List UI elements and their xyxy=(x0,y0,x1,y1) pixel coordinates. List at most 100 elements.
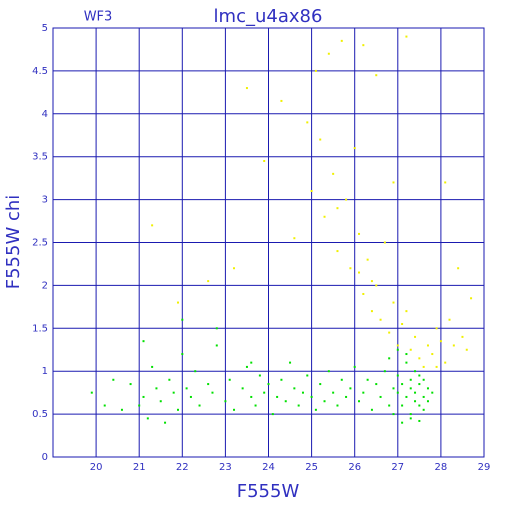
point xyxy=(254,404,257,407)
point xyxy=(401,421,404,424)
point xyxy=(414,370,417,373)
y-tick-label: 5 xyxy=(42,23,48,34)
point xyxy=(392,181,395,184)
point xyxy=(409,413,412,416)
point xyxy=(340,39,343,42)
point xyxy=(332,172,335,175)
point xyxy=(379,395,382,398)
point xyxy=(176,301,179,304)
point xyxy=(388,357,391,360)
point xyxy=(362,391,365,394)
point xyxy=(396,348,399,351)
point xyxy=(138,404,141,407)
point xyxy=(405,353,408,356)
point xyxy=(375,74,378,77)
point xyxy=(194,370,197,373)
point xyxy=(185,387,188,390)
point xyxy=(176,408,179,411)
point xyxy=(293,237,296,240)
point xyxy=(457,267,460,270)
point xyxy=(168,378,171,381)
y-tick-label: 3 xyxy=(42,195,48,206)
point xyxy=(405,395,408,398)
point xyxy=(435,365,438,368)
point xyxy=(401,404,404,407)
point xyxy=(207,383,210,386)
point xyxy=(388,331,391,334)
point xyxy=(314,69,317,72)
point xyxy=(245,365,248,368)
chart-title: lmc_u4ax86 xyxy=(214,6,323,27)
point xyxy=(366,258,369,261)
point xyxy=(129,383,132,386)
point xyxy=(383,241,386,244)
point xyxy=(340,378,343,381)
point xyxy=(250,361,253,364)
point xyxy=(452,344,455,347)
point xyxy=(267,383,270,386)
point xyxy=(276,395,279,398)
point xyxy=(353,147,356,150)
point xyxy=(470,297,473,300)
y-tick-label: 1 xyxy=(42,366,48,377)
point xyxy=(336,250,339,253)
point xyxy=(327,370,330,373)
point xyxy=(181,353,184,356)
point xyxy=(332,391,335,394)
point xyxy=(358,271,361,274)
point xyxy=(314,408,317,411)
point xyxy=(151,224,154,227)
point xyxy=(405,35,408,38)
point xyxy=(297,404,300,407)
x-tick-label: 27 xyxy=(391,462,404,473)
y-tick-label: 1.5 xyxy=(32,323,48,334)
point xyxy=(435,327,438,330)
point xyxy=(120,408,123,411)
point xyxy=(211,391,214,394)
point xyxy=(370,310,373,313)
point xyxy=(263,159,266,162)
point xyxy=(375,284,378,287)
point xyxy=(418,357,421,360)
point xyxy=(409,387,412,390)
point xyxy=(250,395,253,398)
point xyxy=(414,335,417,338)
point xyxy=(142,395,145,398)
point xyxy=(146,417,149,420)
point xyxy=(336,207,339,210)
chart-subtitle: WF3 xyxy=(84,10,113,25)
y-tick-label: 4.5 xyxy=(32,66,48,77)
point xyxy=(422,395,425,398)
point xyxy=(431,391,434,394)
point xyxy=(245,87,248,90)
x-tick-label: 23 xyxy=(219,462,232,473)
point xyxy=(155,387,158,390)
y-axis-label: F555W chi xyxy=(3,195,24,290)
point xyxy=(112,378,115,381)
point xyxy=(164,421,167,424)
y-tick-label: 2.5 xyxy=(32,238,48,249)
y-tick-label: 0.5 xyxy=(32,409,48,420)
point xyxy=(306,121,309,124)
x-axis-label: F555W xyxy=(237,481,300,502)
point xyxy=(426,387,429,390)
point xyxy=(142,340,145,343)
point xyxy=(289,361,292,364)
point xyxy=(396,391,399,394)
point xyxy=(233,267,236,270)
point xyxy=(345,198,348,201)
point xyxy=(396,344,399,347)
point xyxy=(233,408,236,411)
point xyxy=(409,417,412,420)
point xyxy=(358,400,361,403)
point xyxy=(362,292,365,295)
point xyxy=(323,400,326,403)
point xyxy=(418,383,421,386)
point xyxy=(409,348,412,351)
point xyxy=(336,404,339,407)
point xyxy=(379,318,382,321)
x-tick-label: 25 xyxy=(305,462,318,473)
